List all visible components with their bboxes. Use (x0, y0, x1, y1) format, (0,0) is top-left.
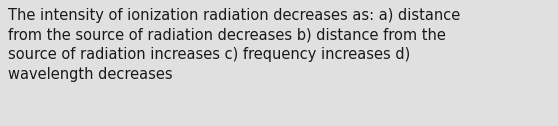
Text: The intensity of ionization radiation decreases as: a) distance
from the source : The intensity of ionization radiation de… (8, 8, 460, 82)
